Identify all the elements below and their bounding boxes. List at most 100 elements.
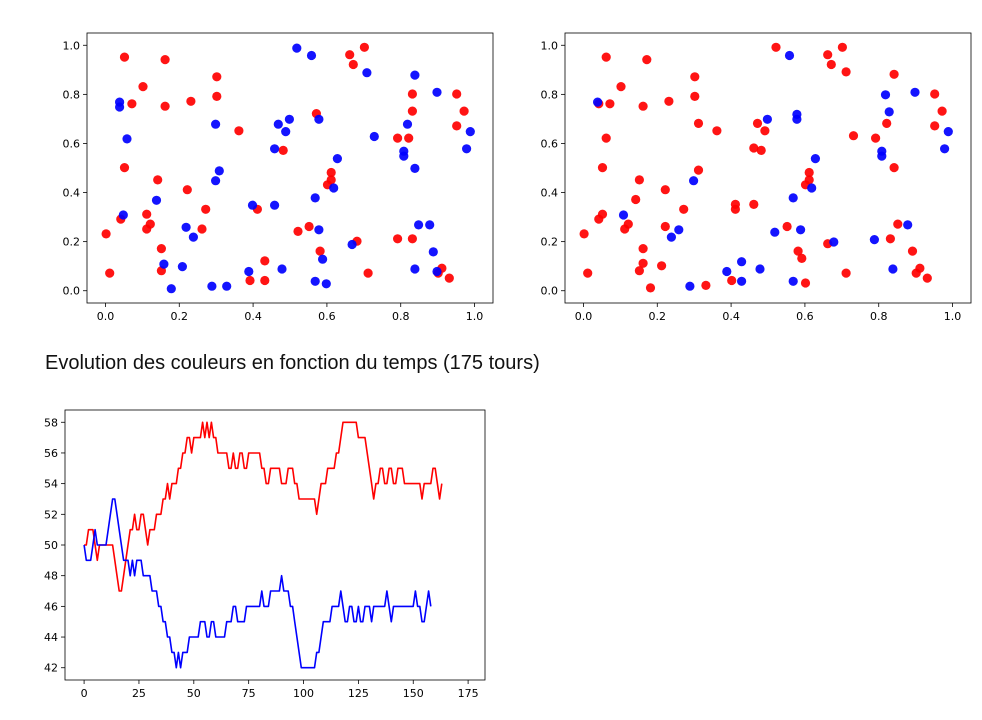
red-point (583, 268, 593, 278)
red-point (407, 89, 417, 99)
blue-point (369, 131, 379, 142)
red-point (889, 163, 899, 173)
blue-point (273, 119, 283, 129)
blue-point (666, 232, 677, 242)
red-point (841, 268, 851, 278)
scatter-plot-right: 0.0 0.2 0.4 0.6 0.8 1.0 0.0 0.2 0.4 0.6 0.8 1.0 (541, 32, 972, 323)
x-tick-label: 0.2 (171, 310, 189, 323)
red-point (930, 121, 940, 131)
red-point (393, 133, 403, 143)
y-tick-label: 0.4 (63, 187, 81, 200)
blue-point (770, 227, 780, 237)
x-tick-label: 50 (187, 687, 201, 700)
red-point (201, 204, 211, 214)
red-point (304, 221, 314, 232)
red-point (260, 275, 270, 286)
blue-point (362, 68, 372, 78)
red-point (638, 244, 648, 254)
red-point (782, 221, 792, 232)
red-point (444, 273, 454, 283)
blue-point (115, 102, 125, 112)
red-point (657, 261, 667, 271)
blue-point (737, 276, 747, 286)
red-point (642, 55, 652, 65)
blue-point (329, 183, 339, 193)
blue-point (425, 220, 435, 230)
red-point (601, 52, 611, 62)
red-point (922, 273, 932, 283)
red-point (212, 72, 222, 82)
blue-point (792, 114, 802, 124)
blue-point (618, 210, 629, 220)
red-point (638, 258, 648, 268)
x-tick-label: 1.0 (466, 310, 484, 323)
blue-point (270, 144, 280, 154)
axes-frame (564, 32, 972, 304)
red-point (837, 42, 848, 52)
red-point (359, 42, 369, 52)
red-point (690, 72, 700, 82)
blue-point (281, 127, 291, 137)
red-point (105, 268, 115, 278)
red-point (660, 221, 670, 232)
blue-point (166, 284, 176, 294)
blue-point (788, 276, 798, 286)
red-point (664, 96, 674, 106)
red-point (638, 101, 648, 111)
red-point (245, 275, 255, 286)
blue-point (685, 281, 695, 291)
x-tick-label: 25 (132, 687, 146, 700)
red-point (156, 244, 166, 254)
red-point (693, 118, 704, 128)
x-tick-label: 1.0 (944, 310, 962, 323)
red-point (119, 52, 130, 62)
blue-point (674, 225, 684, 235)
chart-heading: Evolution des couleurs en fonction du te… (45, 352, 540, 374)
red-point (393, 234, 403, 244)
red-point (234, 126, 244, 136)
x-tick-label: 0.8 (870, 310, 888, 323)
x-tick-label: 0 (81, 687, 88, 700)
blue-point (270, 200, 280, 210)
red-point (579, 229, 589, 239)
blue-point (737, 257, 747, 267)
red-point (153, 175, 163, 185)
blue-point (399, 151, 409, 161)
x-tick-label: 125 (348, 687, 369, 700)
red-point (293, 226, 303, 236)
blue-point (465, 127, 475, 137)
y-tick-label: 0.0 (541, 285, 559, 298)
red-point (727, 275, 737, 286)
red-point (616, 82, 626, 92)
blue-point (159, 259, 169, 269)
x-tick-label: 0.4 (722, 310, 740, 323)
y-tick-label: 48 (44, 570, 58, 583)
blue-point (796, 225, 806, 235)
red-point (871, 133, 881, 143)
y-tick-label: 52 (44, 508, 58, 521)
blue-point (314, 114, 324, 124)
x-tick-label: 0.8 (392, 310, 410, 323)
red-point (797, 253, 807, 263)
red-point (693, 165, 704, 175)
blue-point (211, 119, 221, 129)
blue-point (869, 235, 880, 245)
blue-point (880, 90, 891, 100)
blue-point (432, 266, 442, 277)
red-point (197, 224, 207, 234)
red-point (756, 145, 766, 155)
x-tick-label: 0.0 (97, 310, 115, 323)
red-point (730, 204, 741, 214)
x-tick-label: 0.6 (318, 310, 336, 323)
red-point (690, 91, 700, 101)
blue-point (428, 247, 438, 257)
red-series-line (84, 421, 443, 592)
red-point (793, 246, 803, 256)
blue-point (247, 200, 258, 210)
blue-point (462, 144, 472, 154)
red-point (260, 256, 270, 266)
blue-point (151, 195, 162, 205)
red-point (278, 145, 288, 155)
blue-point (188, 232, 198, 242)
